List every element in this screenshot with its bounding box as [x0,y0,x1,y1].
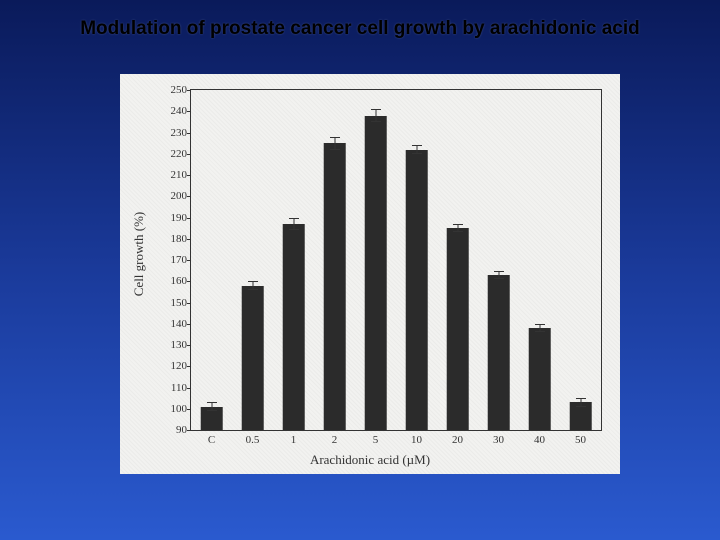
y-tick-label: 230 [137,127,187,139]
bar [241,286,264,431]
y-tick-label: 140 [137,318,187,330]
error-bar [207,402,217,411]
error-bar [576,398,586,407]
error-bar [412,145,422,154]
bar [446,228,469,430]
error-bar [248,281,258,290]
x-tick-label: 40 [534,434,545,446]
y-tick-label: 100 [137,403,187,415]
error-bar [453,224,463,233]
y-tick-label: 120 [137,360,187,372]
x-tick-label: 0.5 [246,434,260,446]
y-tick-mark [187,260,191,261]
y-tick-mark [187,388,191,389]
y-tick-label: 90 [137,424,187,436]
error-bar [371,109,381,122]
y-tick-mark [187,218,191,219]
y-tick-label: 110 [137,382,187,394]
y-tick-mark [187,430,191,431]
plot-frame: 9010011012013014015016017018019020021022… [190,89,602,431]
y-tick-label: 240 [137,105,187,117]
x-tick-label: 30 [493,434,504,446]
y-tick-label: 150 [137,297,187,309]
y-tick-mark [187,324,191,325]
y-tick-label: 250 [137,84,187,96]
x-tick-label: C [208,434,215,446]
y-tick-mark [187,175,191,176]
slide-title: Modulation of prostate cancer cell growt… [0,18,720,40]
bar [528,328,551,430]
x-tick-label: 20 [452,434,463,446]
bar [487,275,510,430]
error-bar [494,271,504,280]
y-tick-label: 180 [137,233,187,245]
x-tick-label: 50 [575,434,586,446]
x-tick-label: 10 [411,434,422,446]
y-tick-label: 220 [137,148,187,160]
y-tick-label: 130 [137,339,187,351]
y-tick-mark [187,281,191,282]
x-axis-label: Arachidonic acid (µM) [120,452,620,468]
plot-area [191,90,601,430]
y-tick-mark [187,133,191,134]
x-tick-label: 2 [332,434,338,446]
y-tick-label: 160 [137,275,187,287]
y-tick-label: 190 [137,212,187,224]
y-tick-label: 210 [137,169,187,181]
y-tick-mark [187,154,191,155]
bar [364,116,387,431]
x-tick-label: 1 [291,434,297,446]
y-tick-mark [187,345,191,346]
y-tick-mark [187,303,191,304]
y-tick-label: 170 [137,254,187,266]
y-tick-mark [187,366,191,367]
y-tick-mark [187,239,191,240]
y-tick-label: 200 [137,190,187,202]
error-bar [535,324,545,333]
bar [323,143,346,430]
y-tick-mark [187,111,191,112]
chart-panel: Cell growth (%) 901001101201301401501601… [120,74,620,474]
y-tick-mark [187,90,191,91]
y-tick-mark [187,409,191,410]
bar [405,150,428,431]
error-bar [330,137,340,150]
x-tick-label: 5 [373,434,379,446]
y-tick-mark [187,196,191,197]
bar [282,224,305,430]
error-bar [289,218,299,231]
